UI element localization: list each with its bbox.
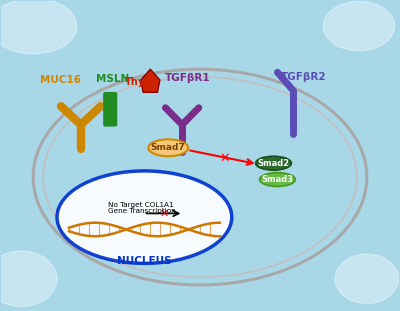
Text: Smad7: Smad7: [151, 143, 186, 152]
Text: Thy-1: Thy-1: [125, 77, 156, 87]
Ellipse shape: [260, 173, 295, 187]
FancyBboxPatch shape: [104, 93, 116, 126]
Ellipse shape: [57, 171, 232, 263]
Text: ✕: ✕: [219, 151, 230, 165]
Text: ✕: ✕: [160, 208, 169, 218]
Polygon shape: [141, 69, 160, 92]
Text: TGFβR2: TGFβR2: [281, 72, 327, 82]
Text: No Target COL1A1: No Target COL1A1: [108, 202, 174, 208]
Text: MUC16: MUC16: [40, 75, 81, 85]
Text: Gene Transcription: Gene Transcription: [108, 208, 176, 214]
Ellipse shape: [0, 0, 77, 54]
Ellipse shape: [323, 1, 395, 51]
Ellipse shape: [148, 139, 188, 156]
Text: Smad2: Smad2: [258, 159, 290, 168]
Text: TGFβR1: TGFβR1: [164, 73, 210, 83]
Text: NUCLEUS: NUCLEUS: [117, 256, 172, 266]
Ellipse shape: [0, 251, 57, 307]
Text: MSLN: MSLN: [96, 74, 129, 84]
Ellipse shape: [335, 254, 399, 304]
Text: Smad3: Smad3: [262, 175, 294, 184]
Ellipse shape: [256, 156, 291, 170]
